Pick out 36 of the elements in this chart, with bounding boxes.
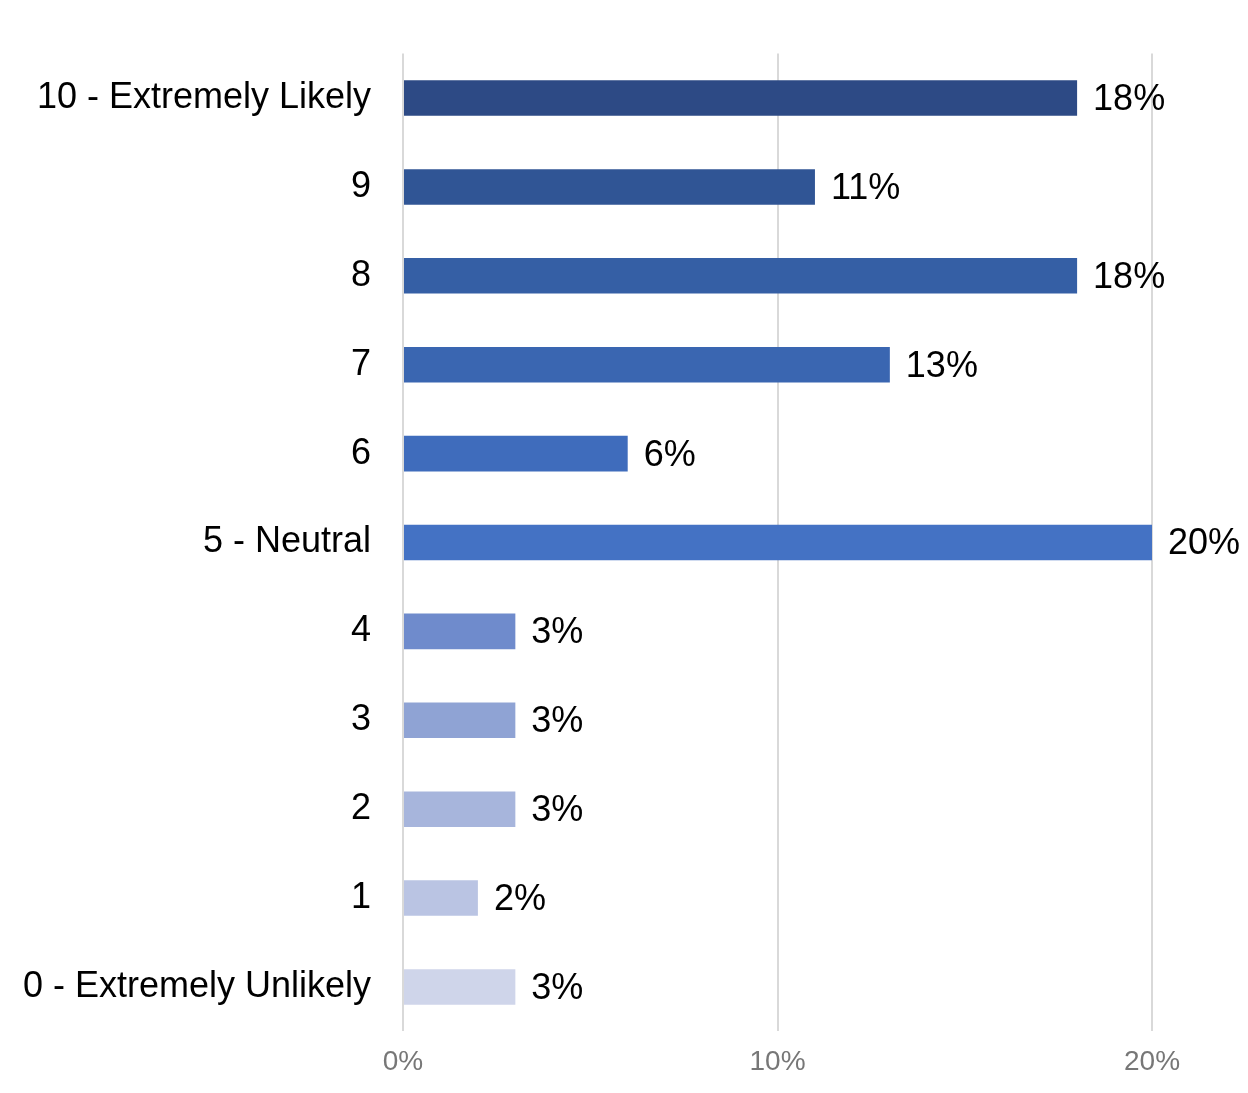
- data-label: 2%: [493, 876, 546, 918]
- data-label: 20%: [1168, 521, 1241, 563]
- data-label: 18%: [1093, 76, 1166, 118]
- data-label: 3%: [531, 610, 584, 652]
- y-tick-label: 10 - Extremely Likely: [36, 74, 371, 116]
- bar: [404, 80, 1078, 116]
- y-tick-label: 6: [350, 430, 371, 472]
- bar: [404, 969, 516, 1005]
- bar: [404, 524, 1152, 561]
- data-label: 3%: [531, 965, 584, 1007]
- y-tick-label: 2: [350, 786, 371, 828]
- data-label: 6%: [643, 432, 696, 474]
- data-label: 18%: [1093, 254, 1166, 296]
- bar: [404, 346, 890, 383]
- y-tick-label: 1: [350, 874, 371, 916]
- bar: [404, 702, 516, 739]
- y-tick-label: 8: [350, 252, 371, 294]
- x-tick-label: 20%: [1123, 1044, 1181, 1076]
- x-tick-label: 0%: [382, 1044, 424, 1076]
- data-label: 11%: [830, 165, 901, 207]
- bar: [404, 613, 516, 650]
- y-tick-label: 4: [350, 608, 371, 650]
- x-tick-label: 10%: [749, 1044, 806, 1076]
- data-label: 13%: [905, 343, 978, 385]
- data-label: 3%: [531, 788, 584, 830]
- y-tick-label: 7: [350, 341, 371, 383]
- data-label: 3%: [531, 699, 584, 741]
- y-tick-label: 0 - Extremely Unlikely: [22, 963, 371, 1005]
- bar: [404, 169, 815, 205]
- bar: [404, 435, 628, 472]
- bar: [404, 880, 478, 916]
- y-tick-label: 3: [350, 697, 371, 739]
- bar: [404, 791, 516, 827]
- y-tick-label: 9: [350, 163, 371, 205]
- y-tick-label: 5 - Neutral: [202, 519, 371, 561]
- bar: [404, 258, 1078, 294]
